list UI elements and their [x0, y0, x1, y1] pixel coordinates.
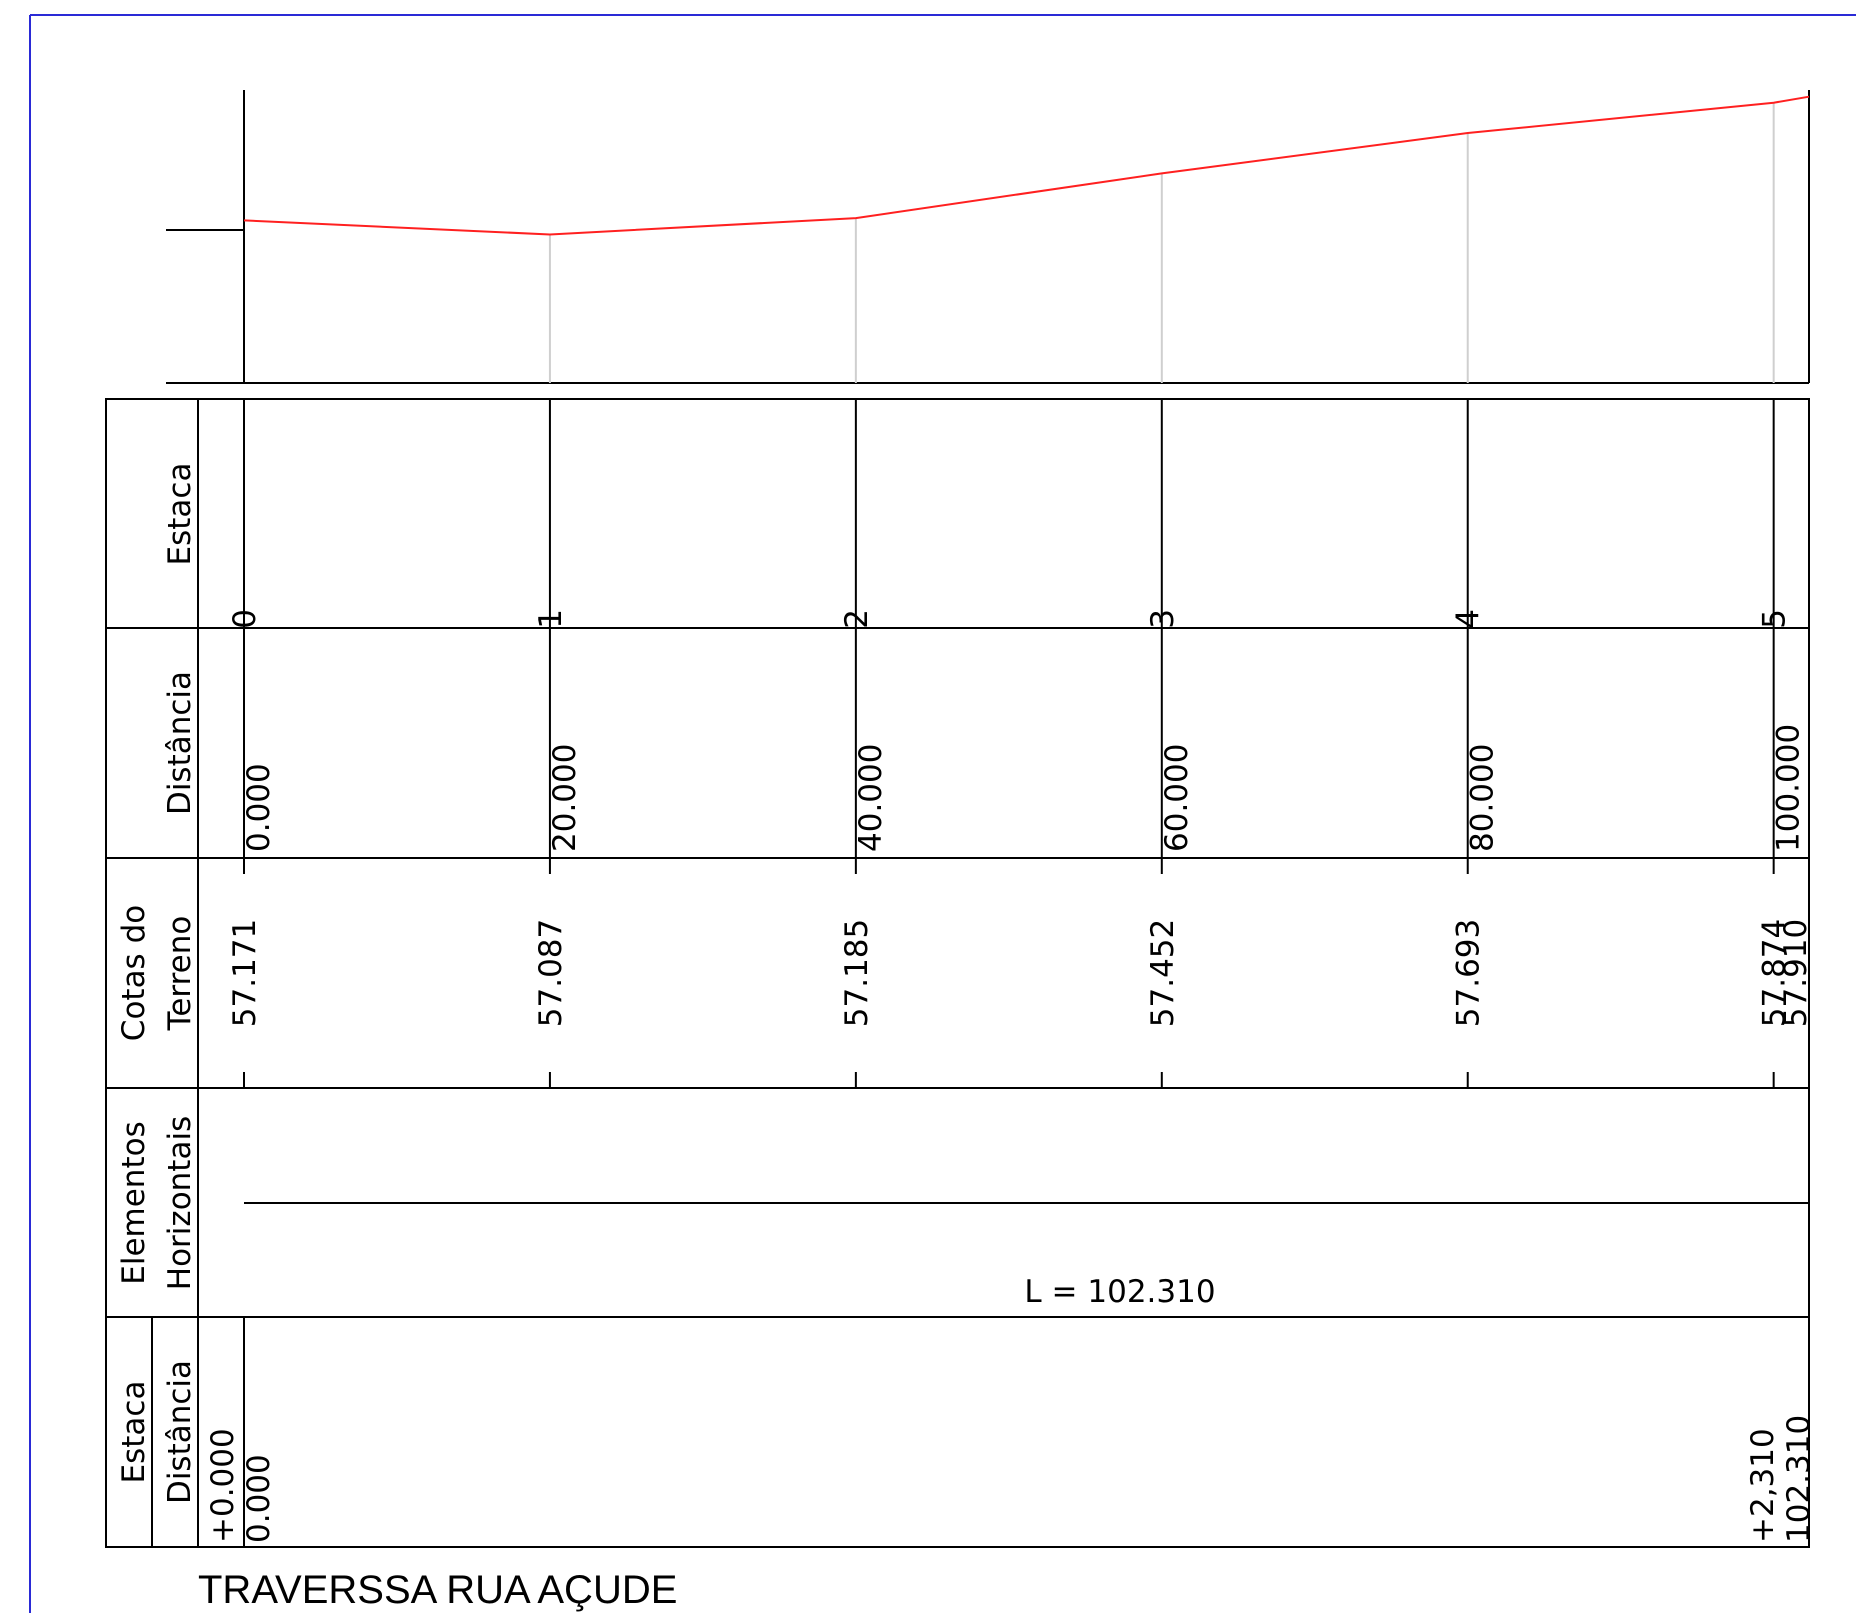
terrain-elevation: 57.087 [533, 919, 569, 1027]
terrain-elevation: 57.171 [227, 919, 263, 1027]
terrain-elevation: 57.693 [1451, 919, 1487, 1027]
final-station: +0.000 [205, 1428, 241, 1543]
row-labels: Estaca Distância Cotas do Terreno Elemen… [116, 463, 198, 1505]
label-final-distancia: Distância [162, 1360, 198, 1504]
station-number: 3 [1145, 609, 1181, 629]
terrain-elevation: 57.874 [1757, 919, 1793, 1027]
final-distance: 102.310 [1781, 1415, 1817, 1543]
drawing-title: TRAVERSSA RUA AÇUDE [198, 1568, 677, 1612]
horizontal-element-length: L = 102.310 [1024, 1274, 1215, 1310]
label-distancia: Distância [162, 671, 198, 815]
final-distance: 0.000 [241, 1454, 277, 1543]
terrain-elevation-end: 57.910 [1778, 919, 1814, 1027]
station-gridlines [548, 102, 1775, 383]
station-distance: 20.000 [547, 744, 583, 852]
station-distance: 100.000 [1771, 724, 1807, 852]
station-number: 4 [1451, 609, 1487, 629]
terrain-elevation: 57.185 [839, 919, 875, 1027]
label-elementos-line2: Horizontais [162, 1116, 198, 1290]
profile-plot [166, 90, 1810, 384]
label-cotas-line2: Terreno [162, 916, 198, 1032]
label-elementos-line1: Elementos [116, 1121, 152, 1284]
station-number: 5 [1757, 609, 1793, 629]
station-distance: 0.000 [241, 763, 277, 852]
final-station: +2,310 [1745, 1428, 1781, 1543]
station-values: 00.00057.171120.00057.087240.00057.18536… [205, 609, 1817, 1543]
station-distance: 80.000 [1465, 744, 1501, 852]
terrain-elevation: 57.452 [1145, 919, 1181, 1027]
label-cotas-line1: Cotas do [116, 905, 152, 1041]
station-distance: 40.000 [853, 744, 889, 852]
station-distance: 60.000 [1159, 744, 1195, 852]
station-number: 2 [839, 609, 875, 629]
station-number: 1 [533, 609, 569, 629]
label-estaca: Estaca [162, 463, 198, 566]
table-border [105, 398, 1810, 1548]
station-number: 0 [227, 609, 263, 629]
terrain-profile-line [243, 95, 1810, 236]
label-final-estaca: Estaca [116, 1381, 152, 1484]
profile-table [105, 398, 1810, 1548]
station-lines [243, 399, 1775, 1088]
